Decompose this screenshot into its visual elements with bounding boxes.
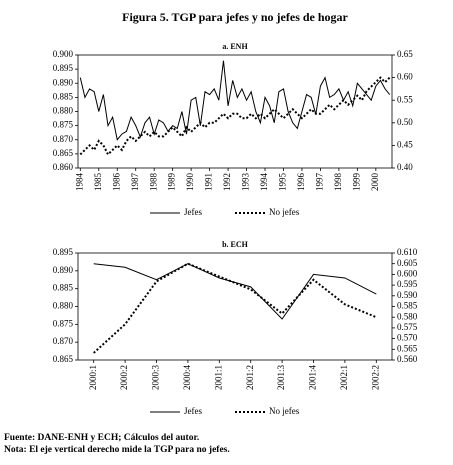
y2-tick-label: 0.605: [397, 258, 418, 268]
x-tick-label: 2001:3: [276, 365, 286, 391]
y2-tick-label: 0.570: [397, 333, 418, 343]
x-tick-label: 2002:2: [370, 365, 380, 390]
y2-tick-label: 0.610: [397, 247, 418, 257]
legend-label: No jefes: [269, 207, 300, 217]
figure-title: Figura 5. TGP para jefes y no jefes de h…: [122, 10, 348, 24]
y-tick-label: 0.875: [53, 120, 74, 130]
x-tick-label: 2000:3: [151, 365, 161, 391]
x-tick-label: 2001:1: [213, 365, 223, 390]
panel-title: a. ENH: [222, 42, 248, 51]
x-tick-label: 1992: [222, 173, 232, 191]
x-tick-label: 2000:1: [88, 365, 98, 390]
x-tick-label: 1995: [278, 173, 288, 192]
x-tick-label: 1990: [185, 173, 195, 192]
x-tick-label: 2000:2: [119, 365, 129, 390]
y-tick-label: 0.860: [53, 162, 74, 172]
x-tick-label: 1987: [130, 173, 140, 192]
y2-tick-label: 0.595: [397, 279, 418, 289]
series-line: [93, 263, 377, 320]
y-tick-label: 0.890: [53, 77, 74, 87]
x-tick-label: 1994: [259, 173, 269, 192]
y2-tick-label: 0.560: [397, 354, 418, 364]
footnote: Fuente: DANE-ENH y ECH; Cálculos del aut…: [4, 433, 199, 443]
plot-frame: [77, 252, 393, 361]
x-tick-label: 1996: [296, 173, 306, 192]
y-tick-label: 0.865: [53, 148, 74, 158]
y2-tick-label: 0.60: [397, 72, 413, 82]
y-tick-label: 0.895: [53, 63, 74, 73]
x-tick-label: 1986: [111, 173, 121, 192]
legend-label: Jefes: [184, 406, 202, 416]
x-tick-label: 1984: [74, 173, 84, 192]
y-tick-label: 0.875: [53, 318, 74, 328]
y-tick-label: 0.890: [53, 265, 74, 275]
y-tick-label: 0.885: [53, 283, 74, 293]
panel-title: b. ECH: [222, 240, 249, 249]
y2-tick-label: 0.580: [397, 311, 418, 321]
y2-tick-label: 0.590: [397, 290, 418, 300]
y-tick-label: 0.900: [53, 49, 74, 59]
legend-label: Jefes: [184, 207, 202, 217]
x-tick-label: 1993: [241, 173, 251, 192]
x-tick-label: 2002:1: [339, 365, 349, 390]
y-tick-label: 0.880: [53, 301, 74, 311]
x-tick-label: 2000:4: [182, 365, 192, 391]
x-tick-label: 2001:2: [245, 365, 255, 390]
legend-label: No jefes: [269, 406, 300, 416]
footnote: Nota: El eje vertical derecho mide la TG…: [4, 445, 230, 455]
x-tick-label: 2000: [370, 173, 380, 192]
x-tick-label: 1998: [333, 173, 343, 192]
x-tick-label: 2001:4: [308, 365, 318, 391]
y2-tick-label: 0.575: [397, 322, 418, 332]
y2-tick-label: 0.50: [397, 117, 413, 127]
y-tick-label: 0.895: [53, 247, 74, 257]
y2-tick-label: 0.565: [397, 343, 418, 353]
y2-tick-label: 0.40: [397, 162, 413, 172]
x-tick-label: 1985: [93, 173, 103, 192]
y-tick-label: 0.880: [53, 106, 74, 116]
y-tick-label: 0.865: [53, 354, 74, 364]
y-tick-label: 0.870: [53, 134, 74, 144]
y2-tick-label: 0.600: [397, 268, 418, 278]
y-tick-label: 0.870: [53, 336, 74, 346]
x-tick-label: 1988: [148, 173, 158, 192]
y-tick-label: 0.885: [53, 91, 74, 101]
y2-tick-label: 0.55: [397, 94, 413, 104]
y2-tick-label: 0.65: [397, 49, 413, 59]
x-tick-label: 1991: [204, 173, 214, 191]
y2-tick-label: 0.45: [397, 139, 413, 149]
plot-frame: [77, 54, 393, 169]
x-tick-label: 1999: [351, 173, 361, 192]
series-line: [79, 60, 391, 141]
series-line: [93, 262, 377, 354]
x-tick-label: 1997: [314, 173, 324, 192]
x-tick-label: 1989: [167, 173, 177, 192]
y2-tick-label: 0.585: [397, 301, 418, 311]
